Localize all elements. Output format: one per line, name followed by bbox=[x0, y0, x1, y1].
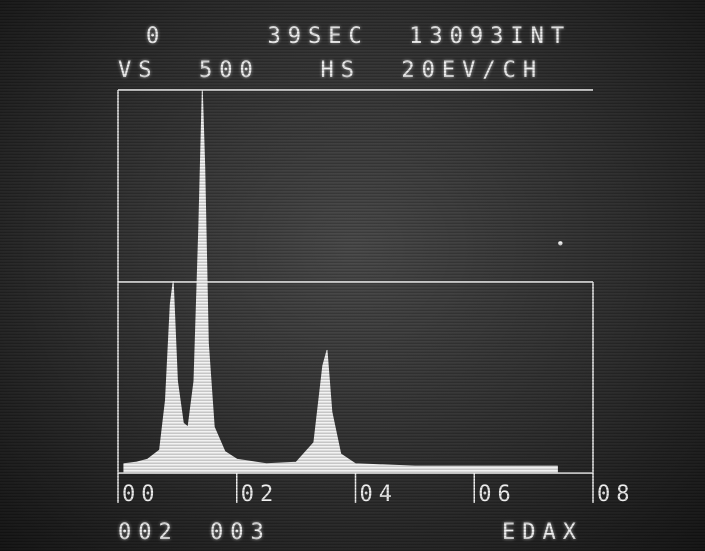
x-tick-label-02: 02 bbox=[241, 482, 280, 507]
header-scale-line: VS 500 HS 20EV/CH bbox=[118, 58, 544, 83]
x-tick-label-08: 08 bbox=[597, 482, 636, 507]
footer-brand: EDAX bbox=[502, 520, 583, 545]
x-tick-label-06: 06 bbox=[478, 482, 517, 507]
x-tick-label-00: 00 bbox=[122, 482, 161, 507]
header-status-line: 0 39SEC 13093INT bbox=[146, 24, 572, 49]
footer-code-2: 003 bbox=[210, 520, 271, 545]
cursor-marker-0 bbox=[558, 241, 563, 246]
x-tick-label-04: 04 bbox=[360, 482, 399, 507]
footer-code-1: 002 bbox=[118, 520, 179, 545]
spectrum-series bbox=[123, 89, 558, 474]
